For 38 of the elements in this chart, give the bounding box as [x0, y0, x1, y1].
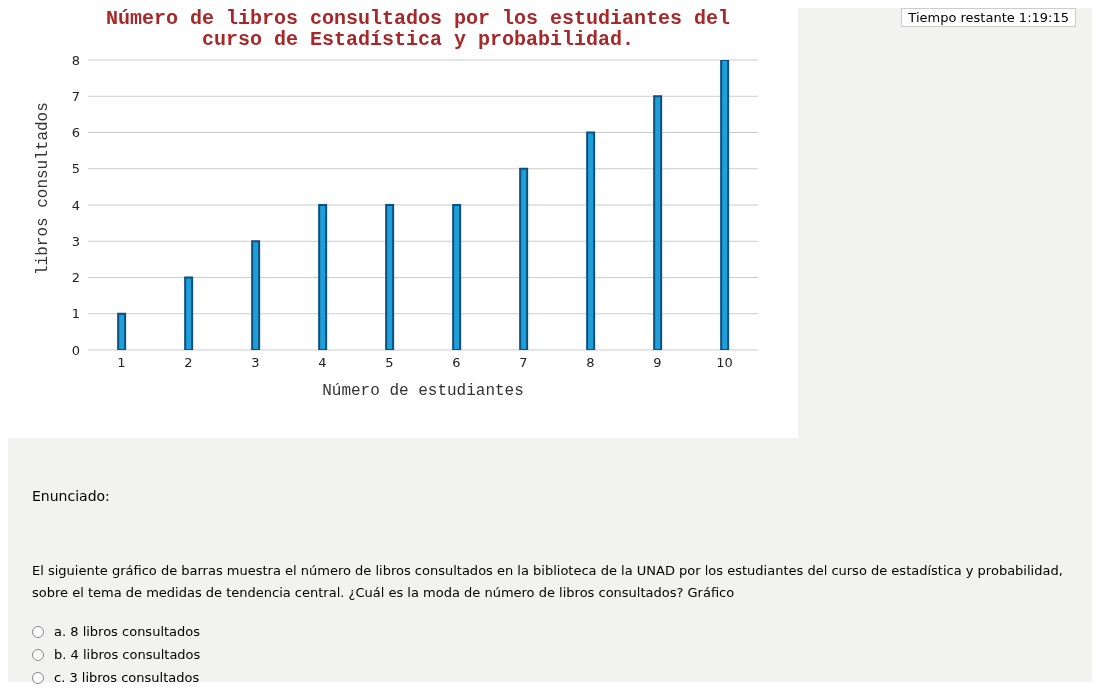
x-tick-label: 8: [586, 355, 595, 371]
x-tick-label: 5: [385, 355, 394, 371]
bar: [586, 131, 596, 350]
x-tick-label: 2: [184, 355, 193, 371]
bar: [117, 312, 127, 350]
bar: [653, 95, 663, 350]
y-tick-label: 5: [71, 161, 80, 177]
x-tick-label: 7: [519, 355, 528, 371]
y-tick-label: 0: [71, 342, 80, 358]
y-tick-label: 1: [71, 306, 80, 322]
y-tick-label: 4: [71, 197, 80, 213]
chart-title: Número de libros consultados por los estudiantes del curso de Estadística y probabilidad.: [104, 7, 732, 51]
x-axis-title: Número de estudiantes: [322, 382, 524, 400]
x-tick-label: 4: [318, 355, 327, 371]
x-tick-label: 10: [716, 355, 733, 371]
x-tick-label: 6: [452, 355, 461, 371]
y-tick-label: 8: [71, 52, 80, 68]
text: c. 3 libros consultados: [54, 670, 200, 685]
bar: [720, 60, 730, 350]
text: Tiempo restante 1:19:15: [901, 8, 1076, 27]
x-tick-label: 3: [251, 355, 260, 371]
text: b. 4 libros consultados: [54, 647, 201, 662]
text: Enunciado:: [32, 488, 110, 504]
y-tick-label: 6: [71, 125, 80, 141]
x-tick-label: 9: [653, 355, 662, 371]
bar: [452, 204, 462, 350]
bar: [385, 204, 395, 350]
bar: [318, 204, 328, 350]
x-tick-label: 1: [117, 355, 126, 371]
text: a. 8 libros consultados: [54, 624, 201, 639]
bar: [519, 167, 529, 350]
y-tick-label: 2: [71, 270, 80, 286]
y-axis-title: libros consultados: [33, 102, 52, 275]
bar: [251, 240, 261, 350]
text: El siguiente gráfico de barras muestra el número de libros consultados en la biblioteca de la UNAD por los estudiantes del curso de estadística y probabilidad, sobre el tema de medidas de tendencia central. ¿Cuál es la moda de número de libros consultados? Gráfico: [32, 562, 1064, 602]
bar: [184, 276, 194, 350]
y-tick-label: 7: [71, 88, 80, 104]
y-tick-label: 3: [71, 233, 80, 249]
